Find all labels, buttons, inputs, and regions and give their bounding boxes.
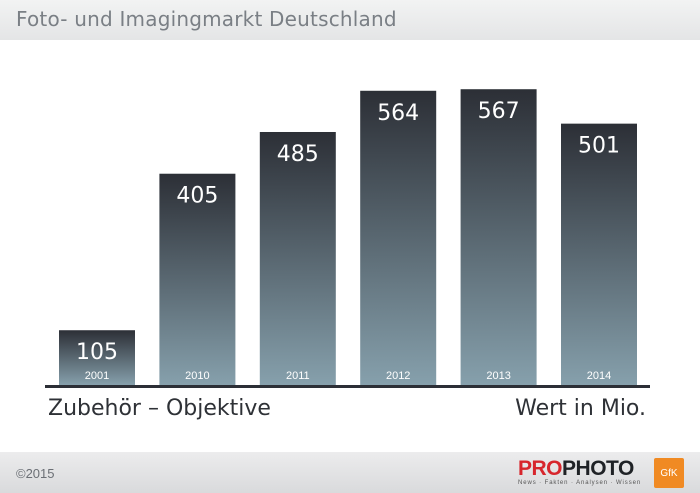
- value-label-2014: 501: [578, 134, 620, 159]
- year-label-2011: 2011: [286, 370, 310, 382]
- header-bar: Foto- und Imagingmarkt Deutschland: [0, 0, 700, 40]
- copyright-text: ©2015: [16, 466, 55, 481]
- year-label-2012: 2012: [386, 370, 410, 382]
- value-label-2011: 485: [277, 142, 319, 167]
- gfk-logo: GfK: [654, 458, 684, 488]
- value-label-2013: 567: [478, 99, 520, 124]
- logo-tagline: News · Fakten · Analysen · Wissen: [518, 480, 642, 486]
- unit-label: Wert in Mio.: [515, 396, 646, 421]
- value-label-2010: 405: [176, 184, 218, 209]
- bar-2001: [59, 330, 135, 385]
- prophoto-logo: PROPHOTO News · Fakten · Analysen · Wiss…: [518, 457, 642, 486]
- bar-chart: 105 2001 405 2010 485 2011 564 2012 567 2013 501 20…: [45, 89, 650, 388]
- bar-2014: [561, 123, 637, 386]
- bar-2013: [460, 89, 537, 385]
- year-label-2013: 2013: [486, 370, 510, 382]
- bar-2011: [259, 131, 336, 385]
- year-label-2001: 2001: [85, 370, 109, 382]
- bar-2010: [159, 173, 236, 385]
- year-label-2014: 2014: [587, 370, 611, 382]
- value-label-2001: 105: [76, 340, 118, 365]
- chart-title: Foto- und Imagingmarkt Deutschland: [16, 7, 397, 31]
- value-label-2012: 564: [377, 101, 419, 126]
- year-label-2010: 2010: [185, 370, 209, 382]
- footer-bar: ©2015 PROPHOTO News · Fakten · Analysen …: [0, 452, 700, 493]
- category-label: Zubehör – Objektive: [48, 396, 271, 421]
- bar-2012: [360, 90, 437, 385]
